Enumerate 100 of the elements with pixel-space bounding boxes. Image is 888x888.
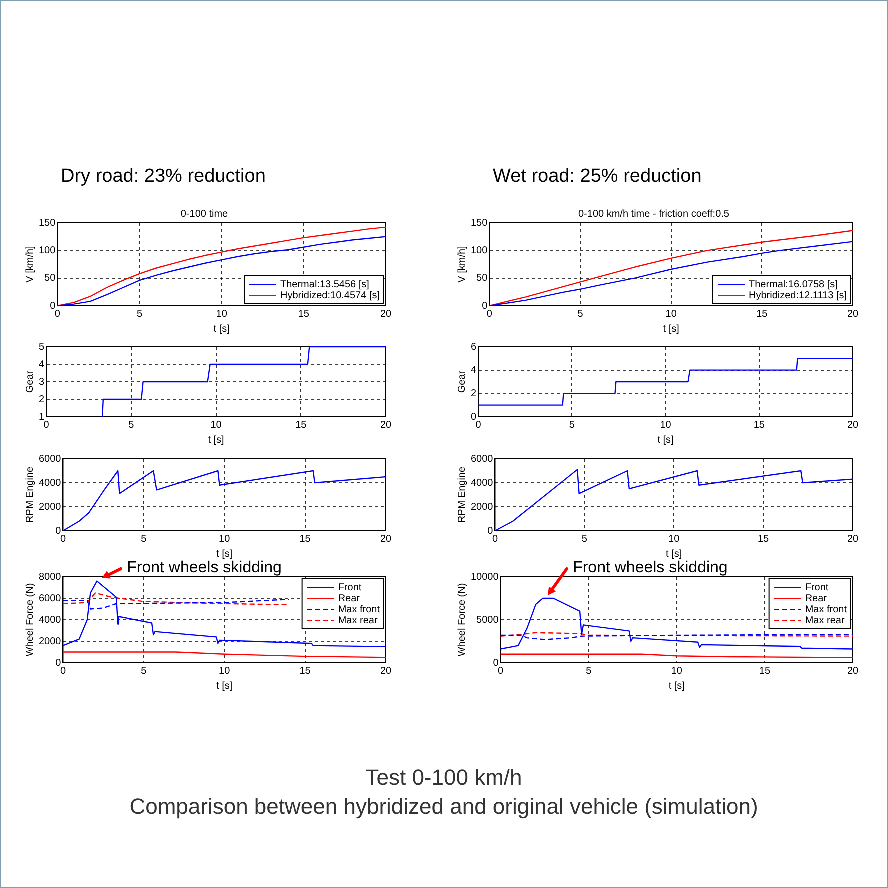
y-tick-label: 0 <box>471 412 477 423</box>
y-tick-label: 1 <box>39 412 45 423</box>
x-axis-title: t [s] <box>216 548 233 560</box>
x-tick-label: 10 <box>671 666 683 677</box>
chart-title: Wet road: 25% reduction <box>493 166 702 188</box>
y-tick-label: 100 <box>38 245 56 256</box>
y-tick-label: 2000 <box>38 502 62 513</box>
x-axis-title: t [s] <box>663 324 680 335</box>
annotation: Front wheels skidding <box>573 559 728 576</box>
y-tick-label: 6000 <box>38 593 62 604</box>
x-tick-label: 5 <box>586 666 592 677</box>
x-tick-label: 15 <box>759 666 771 677</box>
x-tick-label: 15 <box>300 534 312 545</box>
y-tick-label: 100 <box>470 245 488 256</box>
legend-label: Max front <box>338 604 380 616</box>
chart-title: Dry road: 23% reduction <box>61 166 266 188</box>
y-tick-label: 2 <box>471 388 477 400</box>
x-tick-label: 5 <box>141 534 148 545</box>
x-axis-title: t [s] <box>208 434 225 446</box>
x-tick-label: 5 <box>569 420 576 431</box>
y-tick-label: 10000 <box>470 572 500 583</box>
y-tick-label: 50 <box>476 273 488 284</box>
x-tick-label: 10 <box>660 420 672 431</box>
y-axis-title: V [km/h] <box>456 246 468 283</box>
y-axis-title: Gear <box>24 370 36 394</box>
x-tick-label: 20 <box>847 308 859 320</box>
y-tick-label: 0 <box>488 526 494 537</box>
legend-label: Rear <box>338 593 361 604</box>
y-tick-label: 4 <box>471 365 477 376</box>
y-axis-title: Gear <box>456 370 468 394</box>
y-axis-title: Wheel Force (N) <box>24 583 36 657</box>
chart-subtitle: 0-100 time <box>180 208 229 220</box>
x-tick-label: 20 <box>380 666 392 677</box>
y-tick-label: 0 <box>50 300 56 312</box>
y-tick-label: 6 <box>471 342 477 353</box>
x-tick-label: 15 <box>296 420 308 431</box>
x-tick-label: 15 <box>300 666 312 677</box>
x-tick-label: 5 <box>128 420 135 431</box>
y-tick-label: 4000 <box>38 478 62 489</box>
annotation: Front wheels skidding <box>127 559 282 576</box>
x-tick-label: 20 <box>380 308 392 320</box>
y-axis-title: RPM Engine <box>24 466 36 524</box>
legend-label: Max rear <box>805 615 846 626</box>
x-tick-label: 5 <box>141 666 148 677</box>
x-tick-label: 20 <box>847 534 859 545</box>
x-tick-label: 10 <box>219 666 231 677</box>
x-axis-title: t [s] <box>216 680 233 692</box>
legend-label: Front <box>805 582 829 594</box>
y-tick-label: 0 <box>482 300 488 312</box>
y-axis-title: RPM Engine <box>456 466 468 524</box>
y-tick-label: 0 <box>493 658 500 669</box>
legend-label: Max front <box>805 604 848 616</box>
legend-label: Thermal:13.5456 [s] <box>280 279 370 290</box>
y-tick-label: 3 <box>39 376 45 388</box>
text: Comparison between hybridized and original vehicle (simulation) <box>128 793 760 821</box>
chart-subtitle: 0-100 km/h time - friction coeff:0.5 <box>578 208 730 220</box>
x-axis-title: t [s] <box>658 434 674 446</box>
x-tick-label: 20 <box>847 420 859 431</box>
legend-label: Thermal:16.0758 [s] <box>748 279 838 290</box>
legend-label: Hybridized:10.4574 [s] <box>280 290 380 302</box>
y-tick-label: 6000 <box>38 454 62 465</box>
y-tick-label: 0 <box>56 658 62 669</box>
legend-label: Max rear <box>338 615 378 626</box>
x-tick-label: 10 <box>668 534 680 545</box>
y-tick-label: 150 <box>470 218 488 229</box>
y-tick-label: 4000 <box>470 478 494 489</box>
x-axis-title: t [s] <box>666 548 682 560</box>
y-tick-label: 4000 <box>38 614 62 626</box>
y-tick-label: 5 <box>39 342 45 353</box>
y-tick-label: 0 <box>56 526 62 537</box>
x-tick-label: 15 <box>754 420 766 431</box>
y-tick-label: 150 <box>38 218 56 229</box>
text: Test 0-100 km/h <box>364 764 524 792</box>
x-tick-label: 5 <box>578 308 584 320</box>
line-series <box>62 592 290 606</box>
x-tick-label: 15 <box>758 534 770 545</box>
x-tick-label: 15 <box>756 308 768 320</box>
x-tick-label: 5 <box>136 308 143 320</box>
legend-label: Rear <box>805 593 828 604</box>
y-tick-label: 2000 <box>470 502 494 513</box>
y-tick-label: 6000 <box>470 454 494 465</box>
legend-label: Front <box>338 582 362 594</box>
y-tick-label: 5000 <box>476 614 500 626</box>
y-tick-label: 50 <box>44 273 56 284</box>
x-tick-label: 10 <box>219 534 231 545</box>
x-tick-label: 10 <box>666 308 678 320</box>
y-tick-label: 8000 <box>38 572 62 583</box>
x-tick-label: 10 <box>216 308 228 320</box>
y-axis-title: Wheel Force (N) <box>456 583 468 657</box>
y-tick-label: 2 <box>39 394 45 406</box>
x-tick-label: 10 <box>210 420 222 431</box>
x-axis-title: t [s] <box>668 680 686 692</box>
x-tick-label: 5 <box>582 534 588 545</box>
y-tick-label: 2000 <box>38 636 62 648</box>
x-tick-label: 15 <box>298 308 310 320</box>
y-axis-title: V [km/h] <box>24 246 36 283</box>
x-tick-label: 20 <box>380 534 392 545</box>
y-tick-label: 4 <box>39 359 45 370</box>
x-tick-label: 20 <box>380 420 392 431</box>
legend-label: Hybridized:12.1113 [s] <box>748 290 848 302</box>
